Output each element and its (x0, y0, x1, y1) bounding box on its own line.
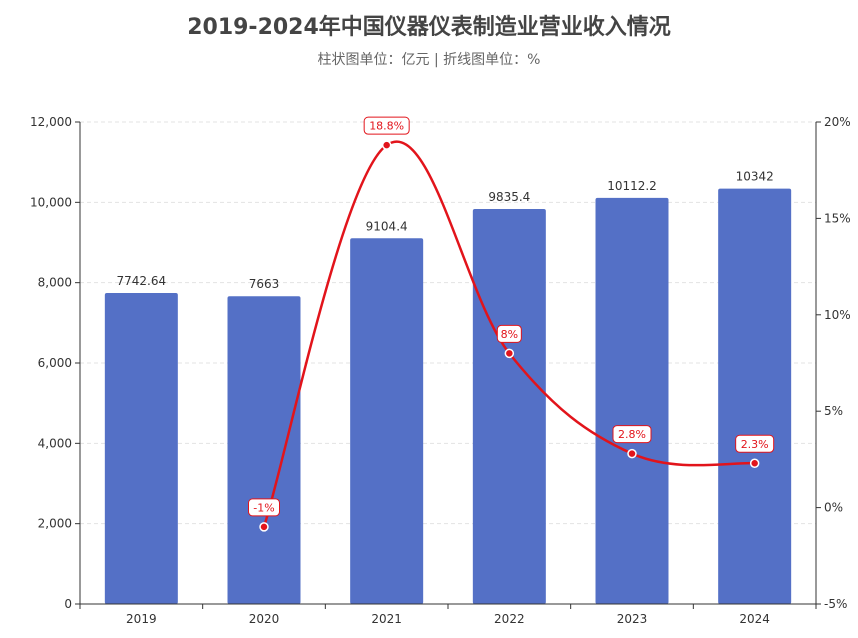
line-point (627, 448, 637, 459)
x-tick-label: 2022 (494, 612, 525, 626)
line-value-label: 18.8% (369, 120, 404, 133)
bar-value-label: 10112.2 (607, 179, 657, 193)
y-left-tick-label: 12,000 (30, 115, 72, 129)
x-tick-label: 2021 (371, 612, 402, 626)
chart-title: 2019-2024年中国仪器仪表制造业营业收入情况 (187, 14, 671, 40)
x-tick-label: 2019 (126, 612, 157, 626)
line-value-label: 2.8% (618, 428, 646, 441)
line-label-box (496, 324, 522, 343)
y-left-tick-label: 6,000 (38, 356, 72, 370)
bar (595, 197, 669, 604)
line-label-box (612, 425, 652, 444)
bar (472, 208, 546, 604)
line-value-label: 8% (501, 328, 518, 341)
y-left-tick-label: 10,000 (30, 195, 72, 209)
bar-value-label: 9104.4 (366, 219, 408, 233)
chart-subtitle: 柱状图单位：亿元 | 折线图单位：% (318, 52, 541, 68)
line-point (504, 348, 515, 359)
bar-value-label: 9835.4 (488, 190, 530, 204)
line-value-label: 2.3% (741, 438, 769, 451)
x-tick-label: 2023 (617, 612, 648, 626)
y-right-tick-label: 15% (824, 211, 851, 225)
y-right-tick-label: 5% (824, 404, 843, 418)
grid-lines (80, 121, 816, 525)
line-label-box (363, 116, 410, 135)
x-tick-label: 2024 (739, 612, 770, 626)
bar-series: 7742.64 7663 9104.4 9835.4 10112.2 10342 (104, 170, 792, 605)
bar (718, 188, 792, 605)
bar-value-label: 10342 (736, 170, 774, 184)
line-label-box (735, 434, 775, 453)
bar (227, 296, 301, 604)
line-label-box (248, 498, 280, 517)
line-point (749, 458, 760, 469)
bar (350, 238, 424, 605)
y-right-tick-label: -5% (824, 597, 847, 611)
y-left-tick-label: 8,000 (38, 276, 72, 290)
line-point (381, 140, 392, 150)
bar (104, 293, 178, 604)
line-point (259, 522, 269, 532)
axes: 0 2,000 4,000 6,000 8,000 10,000 12,000 -5% 0% 5%… (30, 115, 851, 626)
y-left-tick-label: 4,000 (38, 436, 72, 450)
bar-value-label: 7742.64 (117, 274, 167, 288)
bar-value-label: 7663 (249, 277, 280, 291)
y-left-tick-label: 2,000 (38, 517, 72, 531)
x-tick-label: 2020 (249, 612, 280, 626)
y-right-tick-label: 20% (824, 115, 851, 129)
y-left-tick-label: 0 (64, 597, 72, 611)
line-series: -1% 18.8% 8% 2.8% 2.3% (248, 116, 775, 532)
y-right-tick-label: 0% (824, 501, 843, 515)
line-value-label: -1% (253, 501, 274, 514)
y-right-tick-label: 10% (824, 308, 851, 322)
growth-line (262, 140, 755, 528)
